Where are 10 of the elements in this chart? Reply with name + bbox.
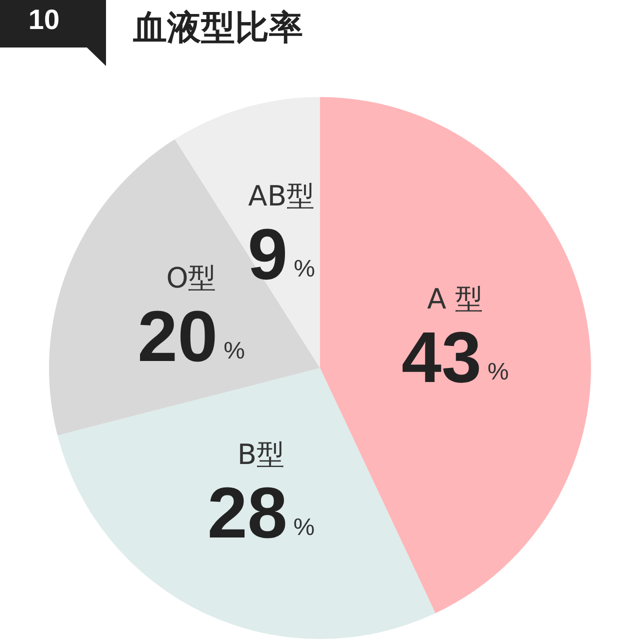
data-label: 9% bbox=[248, 215, 316, 295]
data-label: 28% bbox=[207, 473, 315, 554]
slice-label: AB型 bbox=[248, 180, 315, 212]
slice-label: B型 bbox=[237, 438, 285, 471]
slice-label: A 型 bbox=[427, 282, 484, 316]
data-label: 43% bbox=[401, 318, 509, 398]
text: 10 bbox=[27, 4, 61, 37]
data-label: 20% bbox=[138, 297, 245, 378]
slice-label: O型 bbox=[166, 262, 216, 295]
chart-title: 血液型比率 bbox=[132, 8, 303, 48]
